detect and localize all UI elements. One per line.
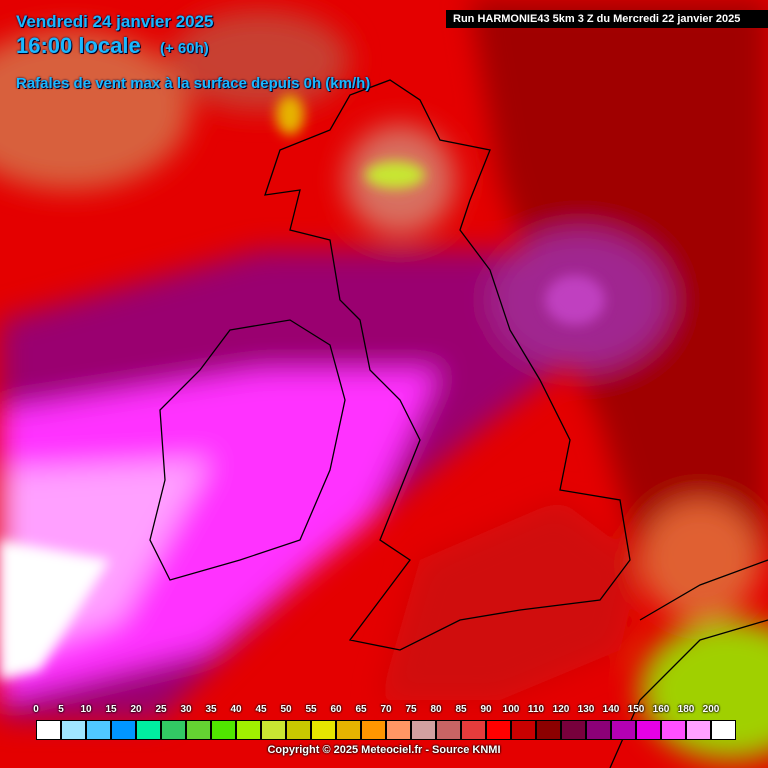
legend-swatch	[561, 720, 586, 740]
legend-label: 75	[405, 704, 417, 715]
legend-label: 110	[527, 704, 545, 715]
legend-label: 160	[652, 704, 670, 715]
legend-swatch	[86, 720, 111, 740]
legend-label: 50	[280, 704, 292, 715]
legend-swatch	[236, 720, 261, 740]
legend-label: 20	[130, 704, 142, 715]
legend-label: 30	[180, 704, 192, 715]
legend-swatch	[611, 720, 636, 740]
legend-swatch	[61, 720, 86, 740]
legend-label: 200	[702, 704, 720, 715]
legend-swatch	[511, 720, 536, 740]
legend-swatch	[36, 720, 61, 740]
legend-swatch	[536, 720, 561, 740]
legend-swatch	[361, 720, 386, 740]
legend-swatch	[661, 720, 686, 740]
legend-label: 70	[380, 704, 392, 715]
legend-label: 130	[577, 704, 595, 715]
legend-label: 150	[627, 704, 645, 715]
legend-swatch	[336, 720, 361, 740]
legend-swatch	[261, 720, 286, 740]
legend-label: 55	[305, 704, 317, 715]
wind-field-detail	[0, 95, 605, 680]
legend-swatch	[636, 720, 661, 740]
legend-swatch	[161, 720, 186, 740]
legend-label: 25	[155, 704, 167, 715]
lead-time: (+ 60h)	[160, 40, 209, 57]
legend-label: 140	[602, 704, 620, 715]
legend-swatch	[211, 720, 236, 740]
legend-label: 35	[205, 704, 217, 715]
parameter: Rafales de vent max à la surface depuis …	[16, 75, 371, 92]
legend-swatch	[686, 720, 711, 740]
legend-swatch	[411, 720, 436, 740]
legend-label: 60	[330, 704, 342, 715]
legend-swatch	[111, 720, 136, 740]
legend-label: 45	[255, 704, 267, 715]
legend-label: 80	[430, 704, 442, 715]
local-time: 16:00 locale	[16, 33, 141, 58]
legend-swatch	[436, 720, 461, 740]
legend-label: 15	[105, 704, 117, 715]
legend-label: 180	[677, 704, 695, 715]
run-info: Run HARMONIE43 5km 3 Z du Mercredi 22 ja…	[446, 10, 768, 28]
legend-label: 5	[58, 704, 64, 715]
legend-label: 120	[552, 704, 570, 715]
legend-swatch	[461, 720, 486, 740]
legend-label: 90	[480, 704, 492, 715]
date: Vendredi 24 janvier 2025	[16, 12, 214, 31]
legend-label: 65	[355, 704, 367, 715]
legend-label: 40	[230, 704, 242, 715]
legend-swatch	[186, 720, 211, 740]
color-legend: 0 5 10 15 20 25 30 35 40 45 50 55 60 65 70 75 80 85 90 100 1…	[33, 704, 736, 744]
legend-label: 10	[80, 704, 92, 715]
legend-swatch	[386, 720, 411, 740]
legend-swatch	[311, 720, 336, 740]
legend-label: 85	[455, 704, 467, 715]
legend-label: 100	[502, 704, 520, 715]
legend-swatch	[286, 720, 311, 740]
legend-swatch	[136, 720, 161, 740]
legend-swatch	[586, 720, 611, 740]
copyright: Copyright © 2025 Meteociel.fr - Source K…	[267, 744, 501, 756]
legend-swatch	[486, 720, 511, 740]
legend-label: 0	[33, 704, 39, 715]
legend-swatch	[711, 720, 736, 740]
